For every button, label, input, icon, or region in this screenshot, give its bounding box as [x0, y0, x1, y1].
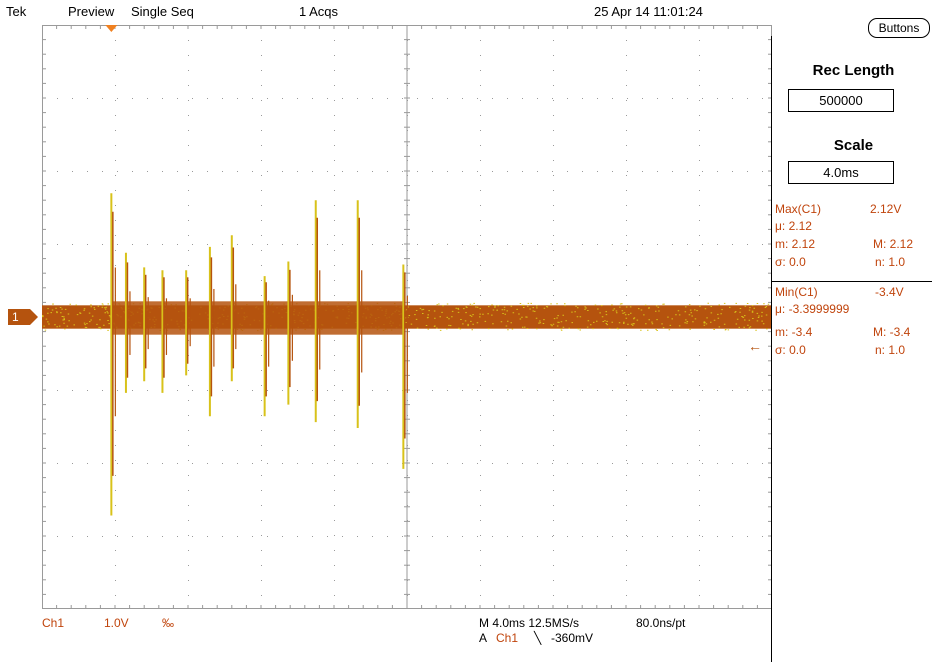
datetime-label: 25 Apr 14 11:01:24 — [594, 4, 703, 19]
waveform-graticule — [42, 25, 772, 609]
mode-label: Preview — [68, 4, 115, 19]
scale-field[interactable]: 4.0ms — [788, 161, 894, 184]
waveform-display — [42, 25, 772, 609]
min-count: n: 1.0 — [875, 343, 906, 357]
panel-divider — [771, 36, 772, 662]
max-min-stat: m: 2.12 — [775, 237, 816, 251]
trigger-level[interactable]: -360mV — [551, 631, 594, 645]
brand-label: Tek — [6, 4, 27, 19]
ch1-marker[interactable]: 1 — [8, 309, 30, 325]
min-min-stat: m: -3.4 — [775, 325, 813, 339]
min-mean: μ: -3.3999999 — [775, 302, 850, 316]
max-mean: μ: 2.12 — [775, 219, 812, 233]
min-max-stat: M: -3.4 — [873, 325, 911, 339]
volts-per-div[interactable]: 1.0V — [104, 616, 129, 630]
buttons-button[interactable]: Buttons — [868, 18, 930, 38]
ch1-arrow-icon — [30, 309, 38, 325]
trigger-source[interactable]: Ch1 — [496, 631, 519, 645]
trace-burst-band — [111, 301, 404, 335]
acqs-count: 1 Acqs — [299, 4, 339, 19]
min-label: Min(C1) — [775, 285, 818, 299]
trigger-level-arrow-icon[interactable]: ← — [748, 338, 762, 354]
scale-title: Scale — [833, 137, 874, 154]
max-max-stat: M: 2.12 — [873, 237, 914, 251]
trigger-position-icon — [105, 25, 118, 32]
min-sigma: σ: 0.0 — [775, 343, 806, 357]
rec-length-field[interactable]: 500000 — [788, 89, 894, 112]
time-per-point: 80.0ns/pt — [636, 616, 686, 630]
max-value: 2.12V — [870, 202, 902, 216]
timebase-readout[interactable]: M 4.0ms 12.5MS/s — [479, 616, 580, 630]
acq-mode-label: Single Seq — [131, 4, 194, 19]
max-count: n: 1.0 — [875, 255, 906, 269]
channel-label[interactable]: Ch1 — [42, 616, 65, 630]
min-value: -3.4V — [875, 285, 904, 299]
trigger-prefix: A — [479, 631, 488, 645]
measurement-divider — [772, 281, 932, 282]
rec-length-title: Rec Length — [812, 62, 895, 79]
max-label: Max(C1) — [775, 202, 822, 216]
max-sigma: σ: 0.0 — [775, 255, 806, 269]
bandwidth-limit-icon: ‰ — [162, 616, 174, 630]
trigger-slope-icon: ╲ — [534, 631, 542, 645]
